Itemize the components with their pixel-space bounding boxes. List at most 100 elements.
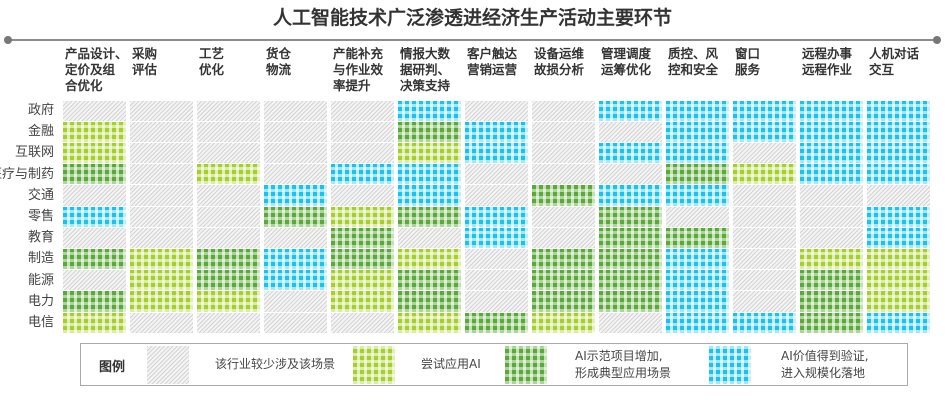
heatmap-cell-交通-9 [599,185,662,206]
heatmap-cell-金融-10 [666,121,729,143]
heatmap-cell-零售-10 [666,206,729,227]
heatmap-cell-政府-1 [63,100,126,121]
heatmap-cell-医疗与制药-4 [264,164,327,185]
column-header: 窗口 服务 [735,46,761,77]
legend-swatch-level-0 [147,346,189,384]
heatmap-cell-互联网-11 [733,142,796,164]
heatmap-cell-金融-3 [197,121,260,143]
heatmap-cell-制造-3 [197,248,260,270]
legend-label-level-2: AI示范项目增加, 形成典型应用场景 [575,349,672,380]
column-header: 质控、风 控和安全 [668,46,719,77]
heatmap-cell-金融-13 [867,121,930,143]
heatmap-cell-电信-9 [599,312,662,333]
row-label: 能源 [27,272,54,288]
heatmap-cell-交通-7 [465,185,528,206]
heatmap-cell-制造-9 [599,248,662,270]
heatmap-cell-电信-6 [398,312,461,333]
heatmap-cell-交通-11 [733,185,796,206]
heatmap-cell-零售-2 [130,206,193,227]
heatmap-cell-互联网-8 [532,142,595,164]
heatmap-cell-交通-6 [398,185,461,206]
heatmap-cell-制造-8 [532,248,595,270]
heatmap-cell-金融-1 [63,121,126,143]
heatmap-cell-零售-8 [532,206,595,227]
heatmap-cell-电信-10 [666,312,729,333]
heatmap-cell-政府-6 [398,100,461,121]
heatmap-cell-交通-4 [264,185,327,206]
heatmap-cell-电力-4 [264,291,327,312]
heatmap-cell-零售-5 [331,206,394,227]
heatmap-cell-医疗与制药-5 [331,164,394,185]
heatmap-cell-零售-3 [197,206,260,227]
heatmap-cell-交通-5 [331,185,394,206]
heatmap-cell-政府-8 [532,100,595,121]
heatmap-cell-电信-3 [197,312,260,333]
legend: 图例 该行业较少涉及该场景 尝试应用AI AI示范项目增加, 形成典型应用场景 … [80,343,908,386]
heatmap-cell-能源-7 [465,270,528,291]
heatmap-cell-能源-4 [264,270,327,291]
column-header: 采购 评估 [132,46,158,77]
heatmap-cell-教育-5 [331,227,394,249]
heatmap-cell-政府-9 [599,100,662,121]
legend-swatch-level-2 [505,346,547,384]
divider-dot-right [933,36,941,44]
heatmap-cell-电信-2 [130,312,193,333]
heatmap-cell-交通-10 [666,185,729,206]
heatmap-cell-教育-7 [465,227,528,249]
heatmap-cell-互联网-5 [331,142,394,164]
heatmap-cell-互联网-7 [465,142,528,164]
column-header: 产品设计、 定价及组 合优化 [65,46,128,93]
heatmap-cell-制造-1 [63,248,126,270]
heatmap-cell-金融-4 [264,121,327,143]
heatmap-cell-交通-2 [130,185,193,206]
heatmap-cell-医疗与制药-12 [800,164,863,185]
heatmap-cell-政府-4 [264,100,327,121]
divider-dot-left [4,36,12,44]
heatmap-cell-医疗与制药-11 [733,164,796,185]
heatmap-cell-电信-8 [532,312,595,333]
column-header: 工艺 优化 [199,46,225,77]
row-label: 交通 [27,187,54,203]
heatmap-cell-教育-9 [599,227,662,249]
heatmap-cell-互联网-10 [666,142,729,164]
heatmap-cell-零售-11 [733,206,796,227]
row-label: 零售 [27,209,54,224]
heatmap-cell-电信-11 [733,312,796,333]
heatmap-cell-制造-2 [130,248,193,270]
heatmap-cell-政府-3 [197,100,260,121]
row-label: 政府 [27,103,54,118]
heatmap-cell-电力-8 [532,291,595,312]
heatmap-cell-政府-2 [130,100,193,121]
heatmap-cell-教育-1 [63,227,126,249]
heatmap-cell-能源-6 [398,270,461,291]
heatmap-cell-教育-6 [398,227,461,249]
column-header: 人机对话 交互 [869,46,920,77]
heatmap-cell-能源-12 [800,270,863,291]
heatmap-cell-金融-5 [331,121,394,143]
heatmap-cell-能源-10 [666,270,729,291]
heatmap-cell-制造-10 [666,248,729,270]
heatmap-cell-制造-12 [800,248,863,270]
heatmap-cell-电力-11 [733,291,796,312]
heatmap-cell-电力-5 [331,291,394,312]
heatmap-cell-电信-7 [465,312,528,333]
heatmap-cell-教育-2 [130,227,193,249]
heatmap-cell-教育-4 [264,227,327,249]
heatmap-cell-医疗与制药-3 [197,164,260,185]
heatmap-cell-电力-6 [398,291,461,312]
legend-title: 图例 [99,360,126,375]
heatmap-cell-互联网-3 [197,142,260,164]
heatmap-cell-医疗与制药-6 [398,164,461,185]
heatmap-cell-政府-11 [733,100,796,121]
row-label: 互联网 [14,145,54,161]
column-header: 产能补充 与作业效 率提升 [333,46,384,93]
heatmap-cell-政府-13 [867,100,930,121]
heatmap-cell-电信-1 [63,312,126,333]
heatmap-cell-医疗与制药-9 [599,164,662,185]
heatmap-cell-教育-3 [197,227,260,249]
heatmap-cell-医疗与制药-10 [666,164,729,185]
heatmap-cell-电信-12 [800,312,863,333]
legend-label-level-0: 该行业较少涉及该场景 [215,357,336,371]
heatmap-cell-电信-13 [867,312,930,333]
heatmap-cell-互联网-13 [867,142,930,164]
